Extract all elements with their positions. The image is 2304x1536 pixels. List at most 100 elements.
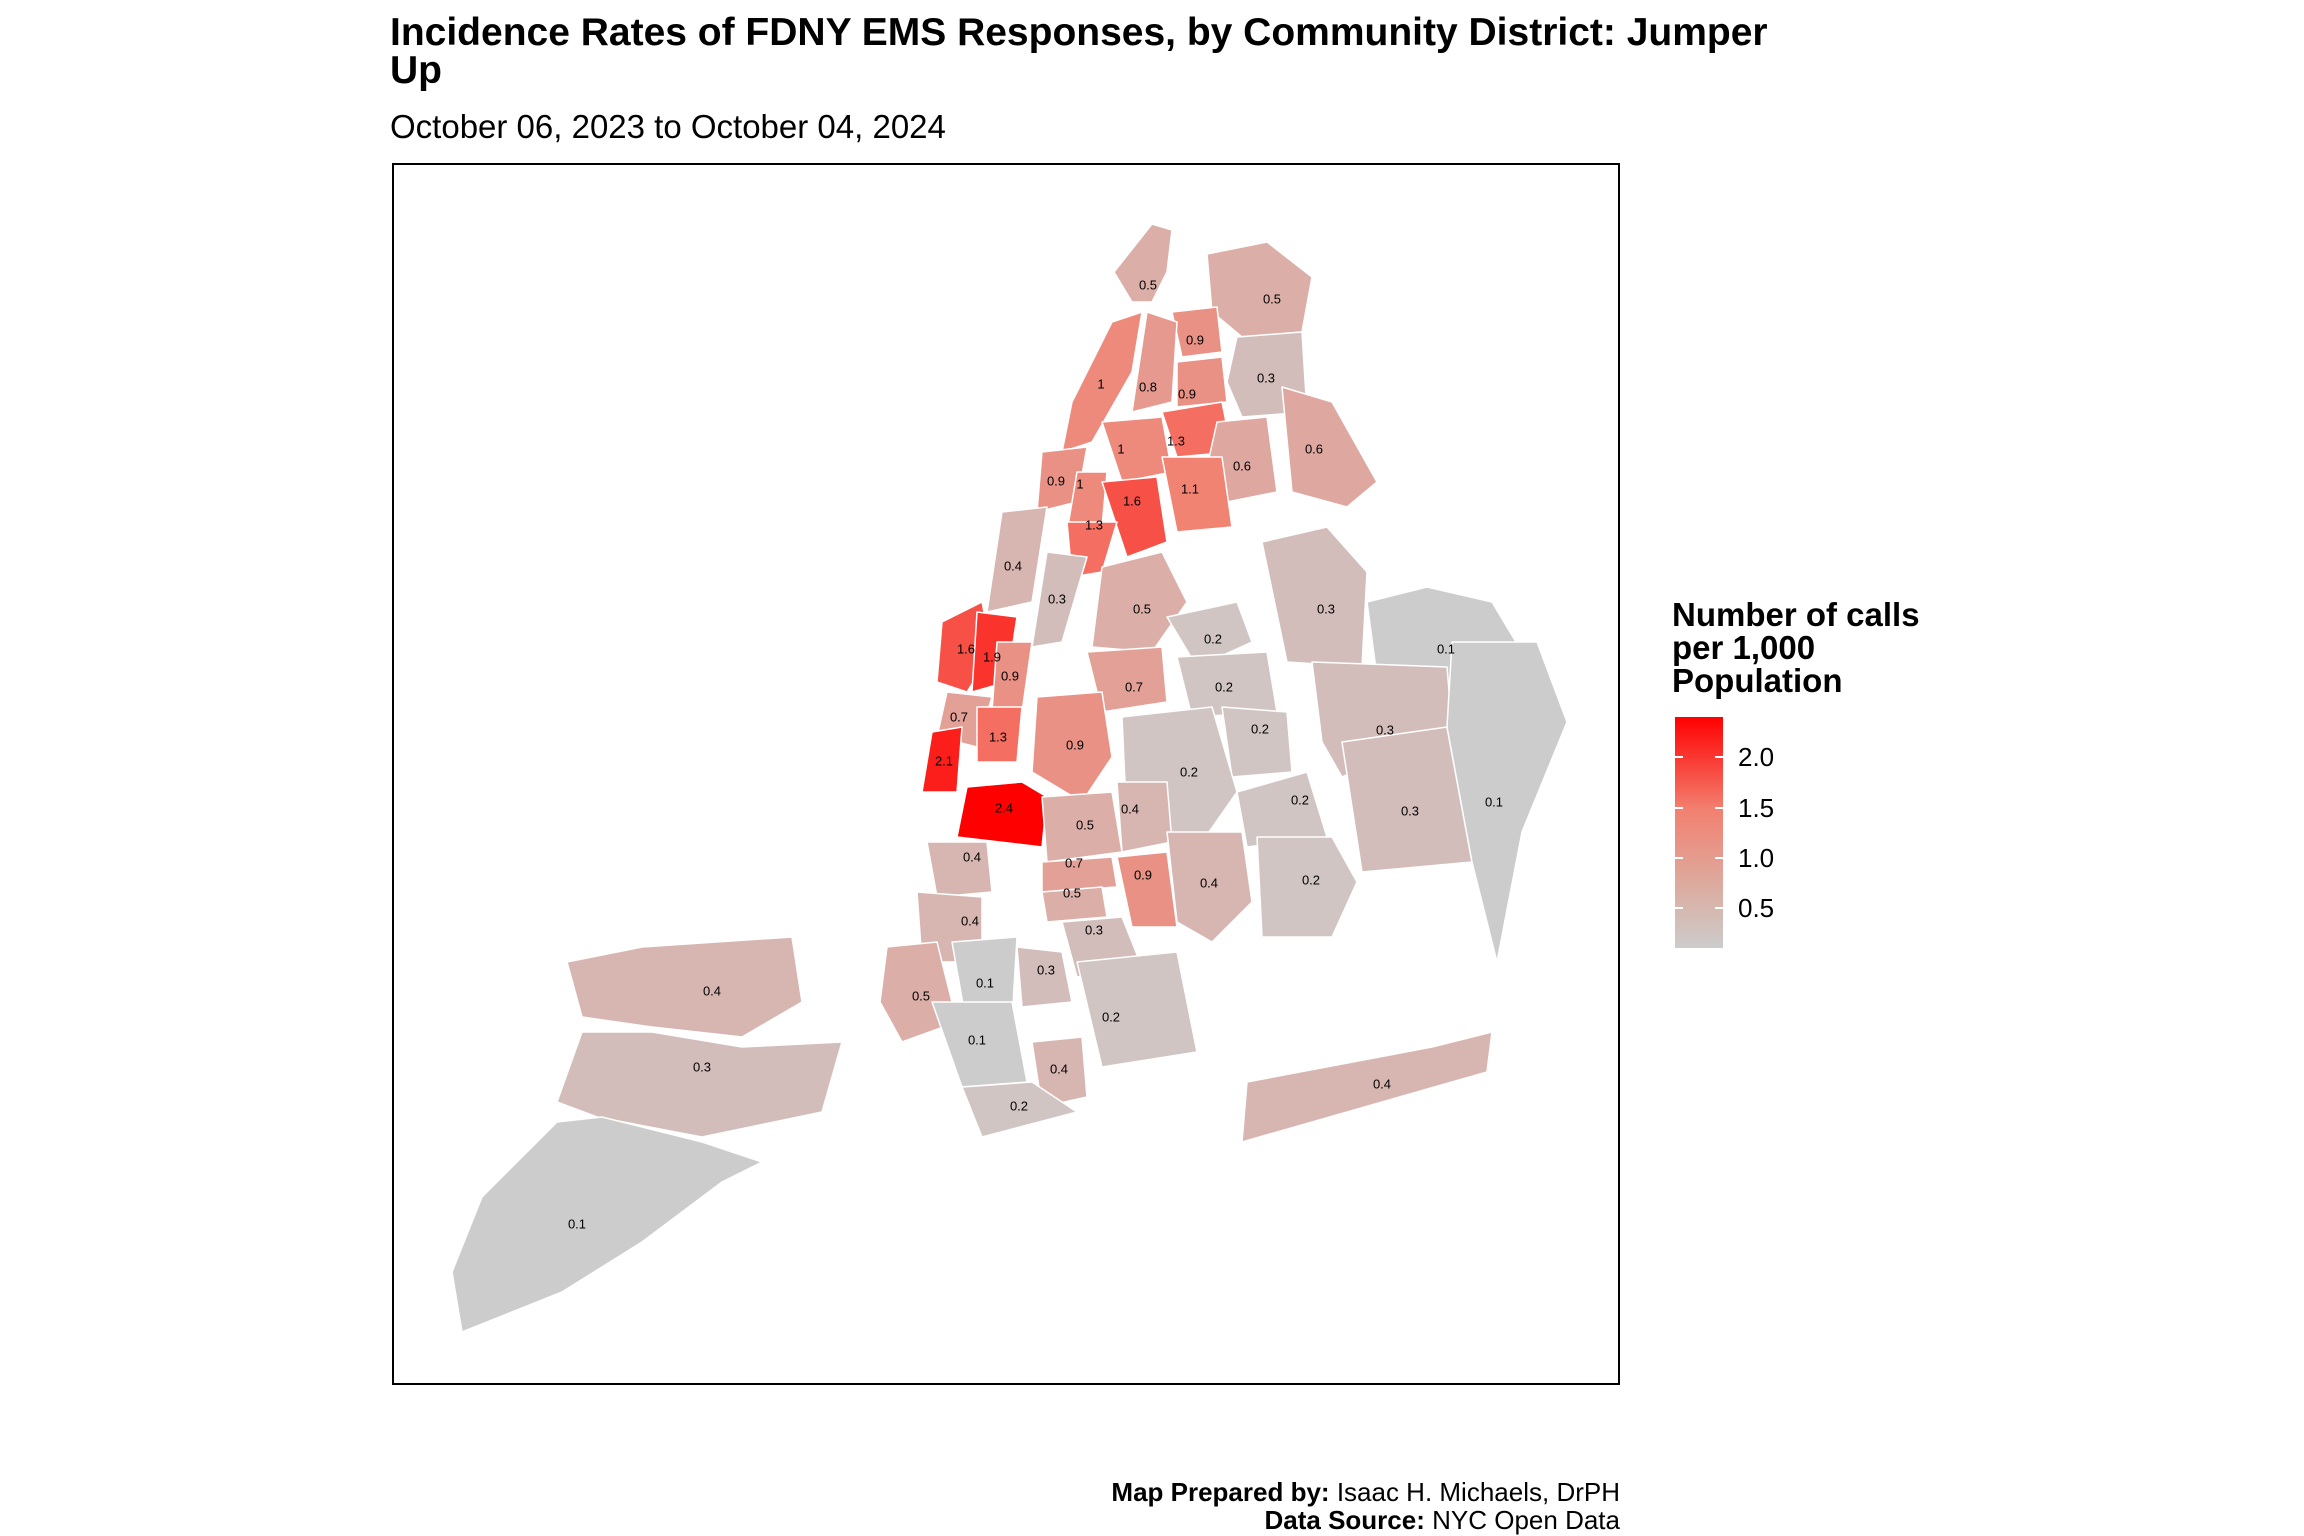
legend-color-bar [1675, 717, 1723, 948]
community-district-53 [1031, 1036, 1088, 1108]
legend-tick-mark [1675, 907, 1683, 909]
community-district-17 [986, 506, 1048, 613]
caption-prepared-label: Map Prepared by: [1111, 1477, 1330, 1507]
community-district-33 [1031, 691, 1113, 803]
district-rate-label: 0.2 [1204, 631, 1222, 646]
community-district-44 [1166, 831, 1253, 943]
community-district-32 [921, 726, 963, 793]
legend-tick-mark [1675, 807, 1683, 809]
district-rate-label: 1 [1117, 441, 1124, 456]
district-rate-label: 0.1 [976, 975, 994, 990]
community-district-58 [556, 1031, 843, 1138]
district-rate-label: 0.3 [1085, 922, 1103, 937]
map-subtitle: October 06, 2023 to October 04, 2024 [390, 108, 946, 145]
districts-layer [451, 223, 1568, 1333]
community-district-15 [1161, 456, 1233, 533]
district-rate-label: 0.4 [1050, 1061, 1068, 1076]
district-rate-label: 0.1 [568, 1216, 586, 1231]
community-district-55 [1241, 1031, 1493, 1143]
district-rate-label: 1 [1097, 376, 1104, 391]
community-district-56 [961, 1081, 1078, 1138]
district-rate-label: 0.8 [1139, 379, 1157, 394]
district-rate-label: 0.3 [1317, 601, 1335, 616]
community-district-29 [976, 706, 1023, 763]
district-rate-label: 0.5 [912, 988, 930, 1003]
community-district-52 [1076, 951, 1198, 1068]
district-rate-label: 0.9 [1186, 332, 1204, 347]
district-rate-label: 0.5 [1263, 291, 1281, 306]
legend-tick-mark [1715, 857, 1723, 859]
district-rate-label: 0.2 [1302, 872, 1320, 887]
community-district-30 [1221, 706, 1293, 778]
district-rate-label: 0.7 [950, 709, 968, 724]
map-title: Incidence Rates of FDNY EMS Responses, b… [390, 11, 1768, 92]
district-rate-label: 2.4 [995, 800, 1013, 815]
district-rate-label: 0.2 [1215, 679, 1233, 694]
community-district-46 [1041, 886, 1108, 923]
caption-source-label: Data Source: [1264, 1505, 1425, 1535]
community-district-57 [566, 936, 803, 1038]
district-rate-label: 0.1 [968, 1032, 986, 1047]
district-rate-label: 0.6 [1305, 441, 1323, 456]
district-rate-label: 1.1 [1181, 481, 1199, 496]
labels-layer: 0.5 0.5 0.9 0.3 1 0.8 0.9 1.3 1 0.6 0.6 0.9 1 1.6 1.1 1… [568, 277, 1503, 1231]
district-rate-label: 0.3 [1037, 962, 1055, 977]
community-district-14 [1101, 476, 1168, 558]
district-rate-label: 0.9 [1047, 473, 1065, 488]
district-rate-label: 2.1 [935, 753, 953, 768]
legend-tick-mark [1715, 907, 1723, 909]
caption-data-source: Data Source: NYC Open Data [1265, 1506, 1621, 1534]
district-rate-label: 0.5 [1133, 601, 1151, 616]
district-rate-label: 1.3 [1085, 517, 1103, 532]
district-rate-label: 0.1 [1485, 794, 1503, 809]
legend-title-line: Population [1672, 662, 1843, 699]
map-panel: 0.5 0.5 0.9 0.3 1 0.8 0.9 1.3 1 0.6 0.6 0.9 1 1.6 1.1 1… [392, 163, 1620, 1385]
district-rate-label: 0.3 [1401, 803, 1419, 818]
community-district-6 [1131, 311, 1178, 413]
caption-prepared-value: Isaac H. Michaels, DrPH [1336, 1477, 1620, 1507]
district-rate-label: 0.2 [1251, 721, 1269, 736]
caption-prepared-by: Map Prepared by: Isaac H. Michaels, DrPH [1111, 1478, 1620, 1506]
community-district-20 [1261, 526, 1368, 668]
district-rate-label: 1.3 [1167, 433, 1185, 448]
legend-tick-label: 2.0 [1738, 742, 1775, 772]
community-district-22 [1166, 601, 1253, 668]
community-district-40 [1446, 641, 1568, 963]
legend-title: Number of calls per 1,000 Population [1672, 598, 1972, 697]
community-district-45 [1256, 836, 1358, 938]
community-district-59 [451, 1116, 763, 1333]
district-rate-label: 0.9 [1001, 668, 1019, 683]
community-district-2 [1206, 241, 1313, 338]
legend-tick-label: 0.5 [1738, 893, 1775, 923]
district-rate-label: 0.7 [1125, 679, 1143, 694]
community-district-3 [1171, 306, 1223, 358]
community-district-9 [1101, 416, 1173, 483]
community-district-50 [1016, 946, 1073, 1008]
district-rate-label: 0.3 [1376, 722, 1394, 737]
district-rate-label: 0.4 [1121, 801, 1139, 816]
district-rate-label: 0.2 [1180, 764, 1198, 779]
district-rate-label: 0.2 [1102, 1009, 1120, 1024]
community-district-38 [1236, 771, 1328, 848]
community-district-41 [926, 841, 993, 898]
nyc-community-district-map: 0.5 0.5 0.9 0.3 1 0.8 0.9 1.3 1 0.6 0.6 0.9 1 1.6 1.1 1… [451, 223, 1568, 1333]
district-rate-label: 0.4 [1200, 875, 1218, 890]
legend-tick-label: 1.5 [1738, 793, 1775, 823]
legend-title-line: Number of calls [1672, 596, 1920, 633]
district-rate-label: 0.7 [1065, 855, 1083, 870]
community-district-1 [1113, 223, 1173, 303]
district-rate-label: 0.4 [1373, 1076, 1391, 1091]
caption-source-value: NYC Open Data [1432, 1505, 1620, 1535]
district-rate-label: 0.4 [1004, 558, 1022, 573]
community-district-19 [1091, 551, 1188, 653]
community-district-42 [1041, 856, 1118, 893]
legend-tick-mark [1715, 756, 1723, 758]
district-rate-label: 1.6 [957, 641, 975, 656]
legend-tick-mark [1675, 756, 1683, 758]
community-district-7 [1176, 356, 1228, 408]
legend-tick-mark [1715, 807, 1723, 809]
district-rate-label: 0.9 [1134, 867, 1152, 882]
district-rate-label: 0.4 [963, 849, 981, 864]
district-rate-label: 0.5 [1076, 817, 1094, 832]
district-rate-label: 0.3 [1048, 591, 1066, 606]
